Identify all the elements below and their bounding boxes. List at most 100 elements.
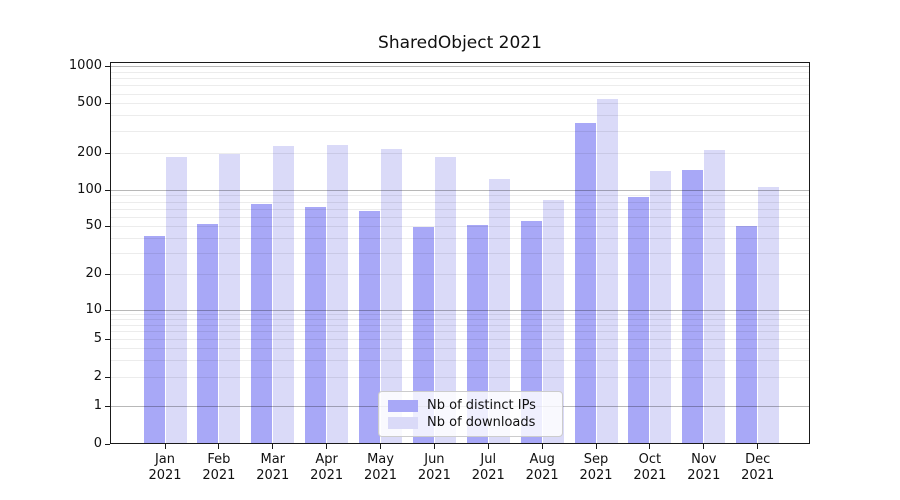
x-tick-mark <box>757 444 759 449</box>
y-gridline-minor <box>110 71 810 73</box>
bar-nb-of-downloads-mar <box>273 146 295 444</box>
x-tick-mark <box>433 444 435 449</box>
y-gridline-minor <box>110 273 810 275</box>
y-tick-mark <box>105 103 110 105</box>
y-gridline-minor <box>110 377 810 379</box>
x-tick-mark <box>218 444 220 449</box>
x-tick-label: Jun 2021 <box>417 452 451 483</box>
y-tick-label: 50 <box>85 218 102 234</box>
bar-nb-of-distinct-ips-nov <box>682 170 704 444</box>
y-tick-mark <box>105 406 110 407</box>
y-gridline-minor <box>110 314 810 316</box>
y-tick-label: 100 <box>77 182 102 197</box>
y-tick-label: 2 <box>93 369 102 385</box>
x-tick-label: Aug 2021 <box>525 452 559 483</box>
y-gridline-minor <box>110 195 810 197</box>
y-gridline-major <box>110 190 810 191</box>
bar-nb-of-distinct-ips-dec <box>736 226 758 444</box>
y-tick-mark <box>105 226 110 228</box>
x-tick-label: Oct 2021 <box>633 452 667 483</box>
y-gridline-minor <box>110 115 810 117</box>
x-tick-label: Jul 2021 <box>471 452 505 483</box>
y-tick-label: 1000 <box>68 58 102 73</box>
bar-nb-of-downloads-jan <box>165 156 187 444</box>
bar-nb-of-distinct-ips-mar <box>251 203 273 444</box>
y-gridline-minor <box>110 152 810 154</box>
y-gridline-minor <box>110 85 810 87</box>
legend-swatch-downloads <box>388 416 418 429</box>
bar-nb-of-distinct-ips-jul <box>466 225 488 444</box>
chart-title: SharedObject 2021 <box>378 33 542 53</box>
y-gridline-minor <box>110 319 810 321</box>
legend-label-distinct-ips: Nb of distinct IPs <box>427 398 536 413</box>
y-gridline-minor <box>110 237 810 239</box>
bar-nb-of-downloads-sep <box>596 99 618 444</box>
x-tick-label: Feb 2021 <box>202 452 236 483</box>
y-tick-label: 1 <box>93 398 102 413</box>
bar-nb-of-distinct-ips-oct <box>628 197 650 444</box>
y-tick-label: 10 <box>85 302 102 317</box>
y-gridline-minor <box>110 201 810 203</box>
legend: Nb of distinct IPs Nb of downloads <box>378 391 563 437</box>
y-gridline-minor <box>110 93 810 95</box>
y-tick-mark <box>105 338 110 340</box>
y-tick-label: 200 <box>77 144 102 160</box>
y-tick-label: 500 <box>77 95 102 111</box>
x-tick-label: Mar 2021 <box>256 452 290 483</box>
bar-nb-of-downloads-apr <box>327 144 349 444</box>
plot-area <box>110 62 810 444</box>
y-gridline-major <box>110 66 810 67</box>
y-tick-mark <box>105 377 110 379</box>
y-gridline-minor <box>110 226 810 228</box>
bar-nb-of-downloads-jul <box>488 178 510 444</box>
y-gridline-minor <box>110 252 810 254</box>
bar-nb-of-downloads-aug <box>542 200 564 444</box>
y-tick-mark <box>105 444 110 445</box>
x-tick-mark <box>487 444 489 449</box>
y-tick-label: 0 <box>93 436 102 451</box>
bar-nb-of-downloads-feb <box>219 153 241 444</box>
x-tick-mark <box>649 444 651 449</box>
bar-nb-of-distinct-ips-feb <box>197 224 219 444</box>
x-tick-label: Nov 2021 <box>687 452 721 483</box>
y-tick-label: 20 <box>85 265 102 281</box>
y-gridline-minor <box>110 360 810 362</box>
legend-label-downloads: Nb of downloads <box>427 415 536 430</box>
y-tick-mark <box>105 273 110 275</box>
y-tick-mark <box>105 66 110 67</box>
bar-nb-of-downloads-dec <box>758 187 780 444</box>
x-tick-label: Dec 2021 <box>741 452 775 483</box>
bar-nb-of-distinct-ips-aug <box>520 221 542 444</box>
x-tick-mark <box>272 444 274 449</box>
x-tick-mark <box>326 444 328 449</box>
bar-nb-of-downloads-may <box>381 149 403 444</box>
y-gridline-major <box>110 310 810 311</box>
bar-nb-of-distinct-ips-jan <box>143 236 165 444</box>
x-tick-mark <box>164 444 166 449</box>
bar-nb-of-downloads-jun <box>434 157 456 444</box>
y-gridline-minor <box>110 324 810 326</box>
y-tick-mark <box>105 152 110 154</box>
x-tick-mark <box>703 444 705 449</box>
y-tick-mark <box>105 310 110 311</box>
bar-nb-of-distinct-ips-sep <box>574 123 596 444</box>
x-tick-label: Jan 2021 <box>148 452 182 483</box>
y-gridline-minor <box>110 78 810 80</box>
y-gridline-minor <box>110 216 810 218</box>
x-tick-label: Sep 2021 <box>579 452 613 483</box>
y-gridline-minor <box>110 103 810 105</box>
bar-nb-of-downloads-nov <box>704 150 726 444</box>
legend-swatch-distinct-ips <box>388 399 418 412</box>
y-tick-mark <box>105 190 110 191</box>
y-gridline-minor <box>110 130 810 132</box>
y-gridline-minor <box>110 338 810 340</box>
legend-item-downloads: Nb of downloads <box>388 414 553 431</box>
x-tick-label: May 2021 <box>363 452 398 483</box>
bar-nb-of-distinct-ips-jun <box>412 227 434 444</box>
x-tick-mark <box>541 444 543 449</box>
x-tick-mark <box>595 444 597 449</box>
bar-nb-of-distinct-ips-apr <box>305 207 327 444</box>
legend-item-distinct-ips: Nb of distinct IPs <box>388 397 553 414</box>
x-tick-label: Apr 2021 <box>310 452 344 483</box>
bar-nb-of-downloads-oct <box>650 170 672 444</box>
